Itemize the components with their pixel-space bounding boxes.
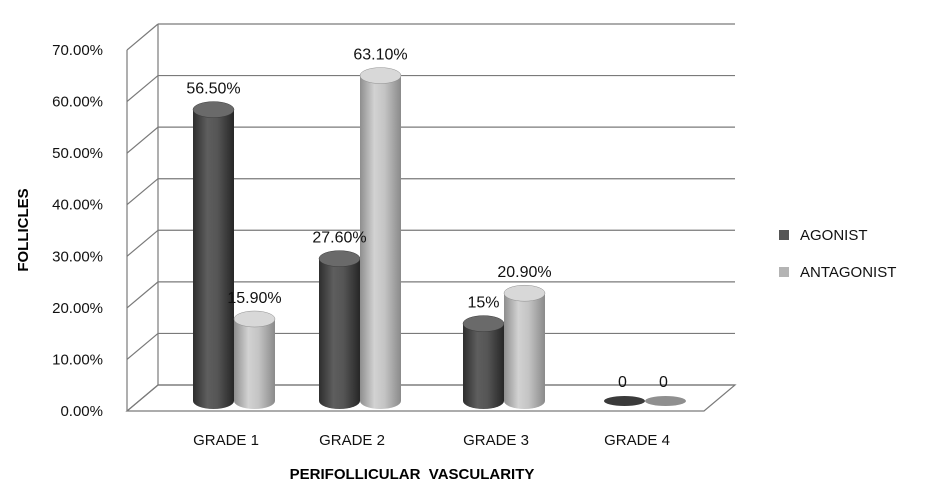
legend-swatch-agonist <box>779 230 789 240</box>
grid <box>125 23 737 412</box>
x-axis-categories: GRADE 1 GRADE 2 GRADE 3 GRADE 4 <box>193 432 670 449</box>
bar-antagonist <box>360 75 401 409</box>
y-tick-label: 30.00% <box>52 248 103 265</box>
bar-top-agonist <box>318 250 361 267</box>
y-tick-label: 50.00% <box>52 145 103 162</box>
data-label: 15.90% <box>227 290 281 307</box>
data-label: 56.50% <box>186 81 240 98</box>
x-category-label: GRADE 2 <box>319 432 385 449</box>
y-axis-ticks: 0.00% 10.00% 20.00% 30.00% 40.00% 50.00% 60.00… <box>52 42 103 420</box>
gridline-side <box>126 229 159 257</box>
x-axis-title: PERIFOLLICULAR VASCULARITY <box>290 466 535 483</box>
x-category-label: GRADE 4 <box>604 432 670 449</box>
legend-label-antagonist: ANTAGONIST <box>800 264 896 281</box>
gridline-side <box>126 281 159 309</box>
gridline-side <box>126 332 159 360</box>
data-labels: 56.50% 15.90% 27.60% 63.10% 15% 20.90% 0 0 <box>186 47 668 391</box>
data-label: 0 <box>618 374 627 391</box>
legend: AGONIST ANTAGONIST <box>779 227 896 281</box>
legend-swatch-antagonist <box>779 267 789 277</box>
y-tick-label: 20.00% <box>52 300 103 317</box>
bar-antagonist <box>645 396 686 406</box>
y-tick-label: 10.00% <box>52 351 103 368</box>
gridline-side <box>126 178 159 206</box>
y-tick-label: 60.00% <box>52 94 103 111</box>
y-axis-title: FOLLICLES <box>15 188 32 271</box>
bar-top-agonist <box>462 315 505 332</box>
floor <box>125 384 737 412</box>
bar-agonist <box>319 258 360 409</box>
data-label: 63.10% <box>353 47 407 64</box>
y-tick-label: 0.00% <box>60 403 103 420</box>
x-category-label: GRADE 3 <box>463 432 529 449</box>
data-label: 20.90% <box>497 264 551 281</box>
gridline-side <box>126 23 159 51</box>
bar-agonist <box>604 396 645 406</box>
bars <box>192 67 686 409</box>
data-label: 15% <box>467 295 499 312</box>
x-category-label: GRADE 1 <box>193 432 259 449</box>
bar-top-antagonist <box>233 310 276 328</box>
y-tick-label: 70.00% <box>52 42 103 59</box>
data-label: 0 <box>659 374 668 391</box>
bar-antagonist <box>234 319 275 409</box>
legend-label-agonist: AGONIST <box>800 227 868 244</box>
gridline-side <box>126 75 159 103</box>
bar-top-antagonist <box>503 284 546 302</box>
bar-agonist <box>463 323 504 409</box>
data-label: 27.60% <box>312 230 366 247</box>
bar-top-agonist <box>192 101 235 118</box>
bar-antagonist <box>504 293 545 409</box>
y-tick-label: 40.00% <box>52 197 103 214</box>
bar-top-antagonist <box>359 67 402 84</box>
bar-agonist <box>193 109 234 409</box>
gridline-side <box>126 126 159 154</box>
